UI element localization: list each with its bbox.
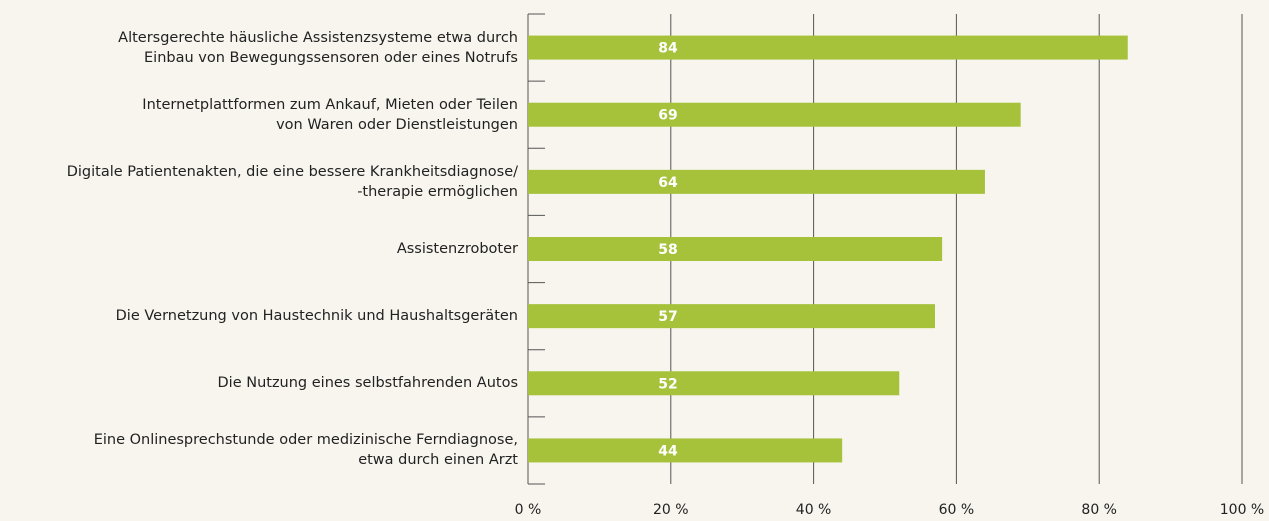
bar bbox=[528, 438, 843, 463]
bar bbox=[528, 35, 1128, 60]
category-label: Internetplattformen zum Ankauf, Mieten o… bbox=[142, 96, 518, 133]
bar bbox=[528, 304, 935, 329]
value-label: 44 bbox=[658, 443, 678, 459]
x-tick-label: 0 % bbox=[515, 502, 542, 518]
x-tick-label: 60 % bbox=[939, 502, 975, 518]
value-label: 57 bbox=[658, 309, 677, 325]
category-label: Altersgerechte häusliche Assistenzsystem… bbox=[118, 29, 518, 66]
bar bbox=[528, 237, 943, 261]
category-label: Die Vernetzung von Haustechnik und Haush… bbox=[115, 308, 518, 325]
bar bbox=[528, 102, 1021, 127]
value-label: 58 bbox=[658, 242, 677, 258]
x-tick-label: 40 % bbox=[796, 502, 832, 518]
x-tick-label: 100 % bbox=[1220, 502, 1264, 518]
value-label: 52 bbox=[658, 376, 677, 392]
category-label: Die Nutzung eines selbstfahrenden Autos bbox=[217, 375, 519, 392]
x-tick-label: 80 % bbox=[1081, 502, 1117, 518]
category-label: Assistenzroboter bbox=[396, 241, 518, 257]
bar bbox=[528, 371, 900, 396]
value-label: 64 bbox=[658, 175, 678, 191]
category-label: Eine Onlinesprechstunde oder medizinisch… bbox=[93, 432, 518, 469]
bar bbox=[528, 169, 985, 194]
value-label: 69 bbox=[658, 108, 677, 124]
value-label: 84 bbox=[658, 41, 678, 57]
x-tick-label: 20 % bbox=[653, 502, 689, 518]
category-label: Digitale Patientenakten, die eine besser… bbox=[66, 163, 518, 200]
